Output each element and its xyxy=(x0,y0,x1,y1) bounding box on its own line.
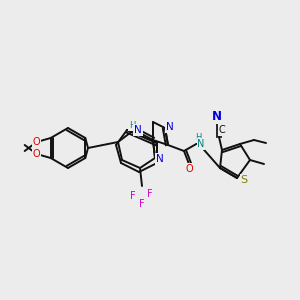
Text: F: F xyxy=(139,199,145,209)
Text: N: N xyxy=(134,125,142,135)
Text: F: F xyxy=(147,189,153,199)
Text: N: N xyxy=(166,122,174,132)
Text: S: S xyxy=(240,175,247,185)
Text: O: O xyxy=(33,149,40,159)
Text: O: O xyxy=(33,137,40,147)
Text: F: F xyxy=(130,191,136,201)
Text: N: N xyxy=(197,139,205,149)
Text: C: C xyxy=(219,125,225,135)
Text: H: H xyxy=(129,122,135,130)
Text: O: O xyxy=(185,164,193,174)
Text: N: N xyxy=(212,110,222,124)
Text: N: N xyxy=(156,154,164,164)
Text: H: H xyxy=(195,134,201,142)
